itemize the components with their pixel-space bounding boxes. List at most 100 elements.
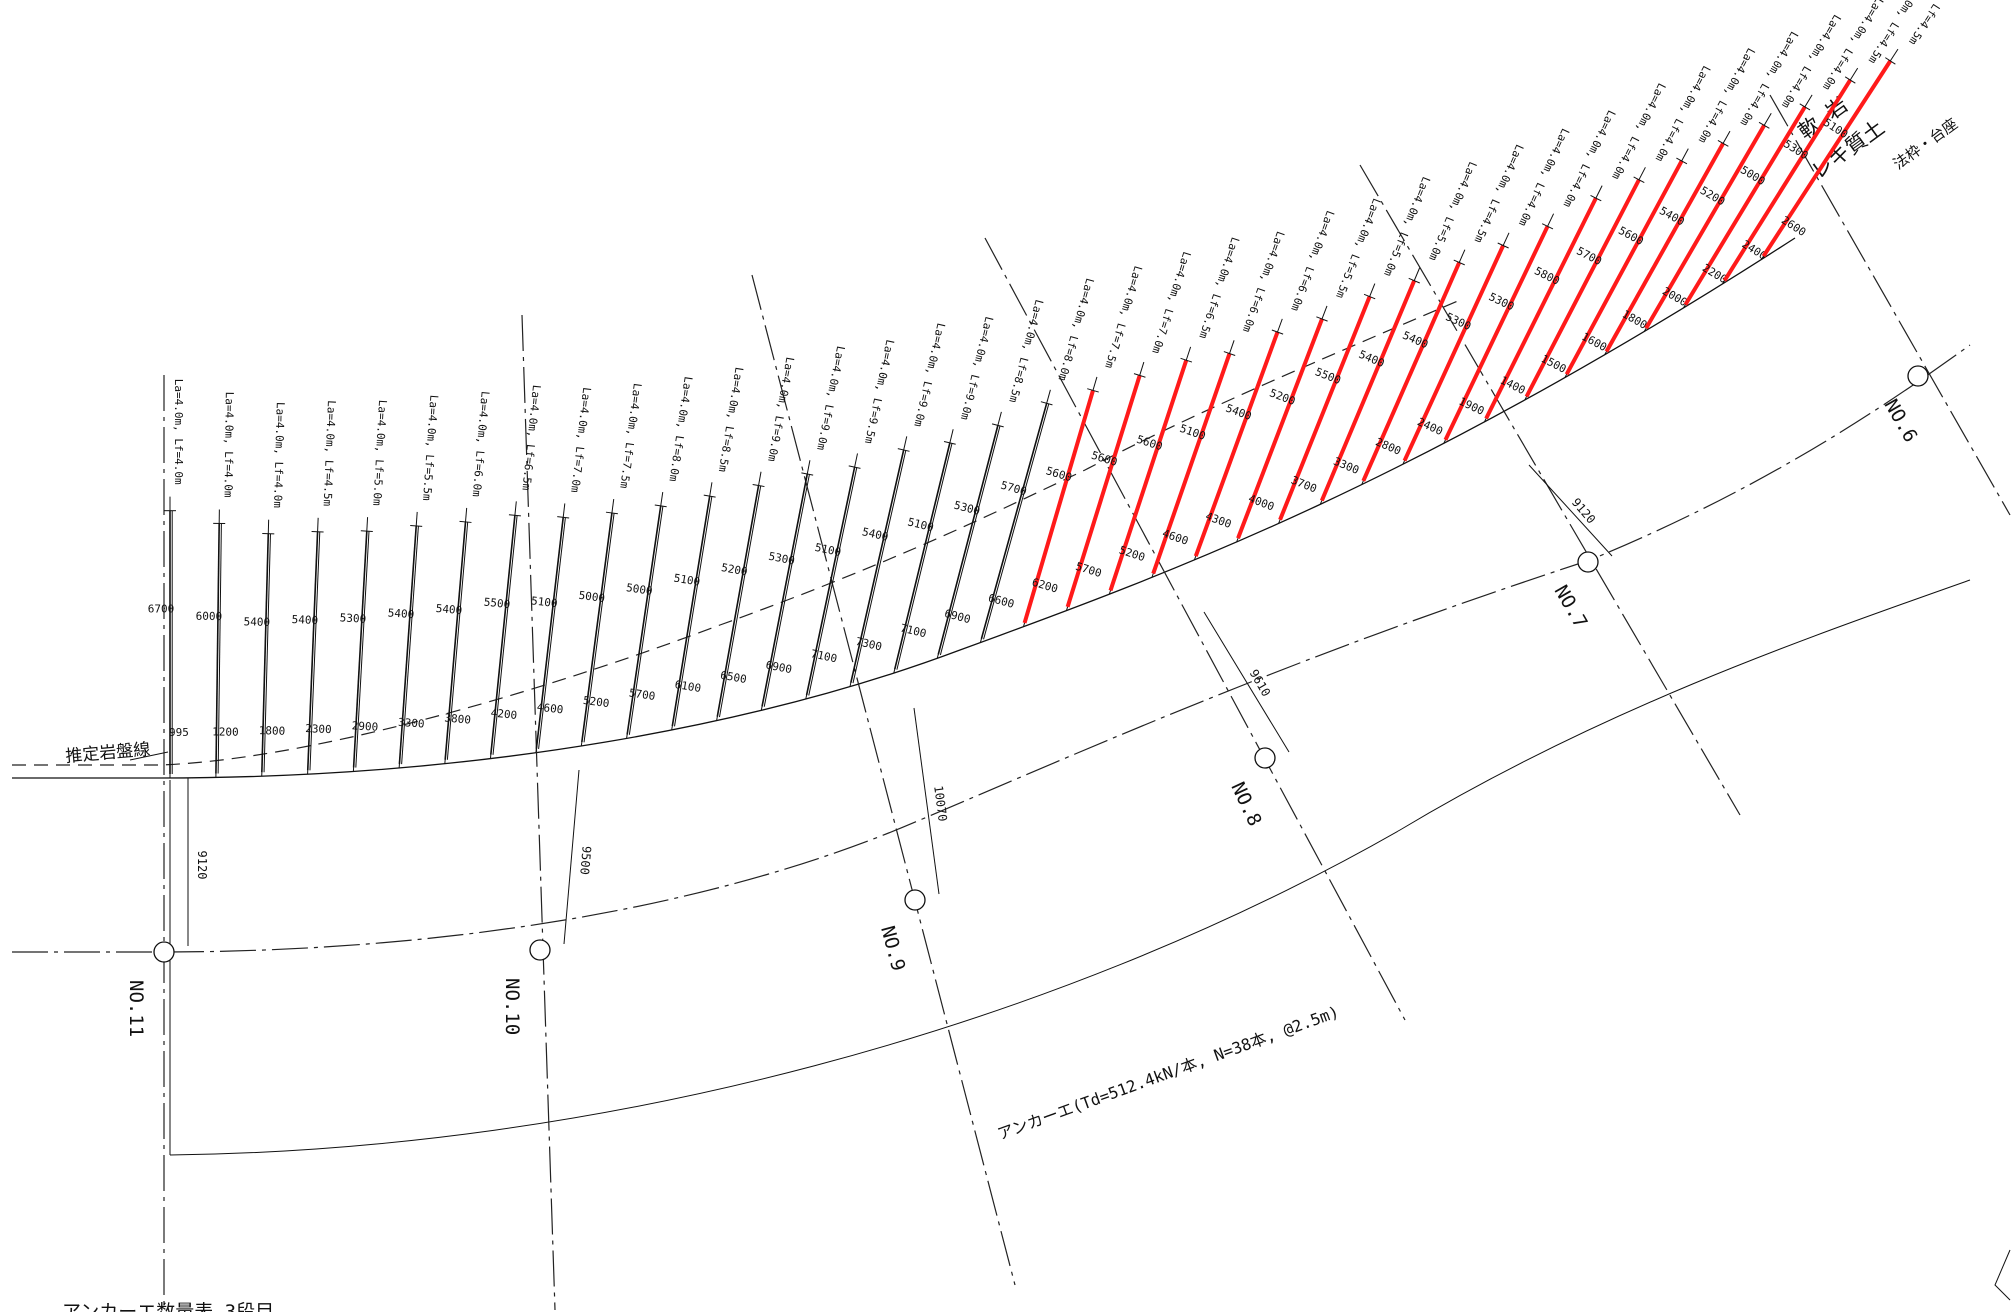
anchor-length: 6700 xyxy=(148,602,175,615)
anchor-end-tick xyxy=(1408,277,1420,284)
station-label: NO.6 xyxy=(1880,396,1922,447)
anchor-depth: 2400 xyxy=(1415,415,1445,438)
anchor-spec: La=4.0m, Lf=8.5m xyxy=(716,366,746,473)
anchor-bar-highlighted xyxy=(1151,352,1232,575)
anchor-bar xyxy=(398,525,418,765)
anchor-end-tick xyxy=(752,483,765,488)
anchor-length: 5300 xyxy=(953,499,982,518)
anchor: La=4.0m, Lf=5.0m 5300 2900 xyxy=(339,399,389,772)
anchor-length: 5000 xyxy=(1738,163,1767,188)
anchor-bar-highlighted xyxy=(1402,244,1505,462)
anchor-length: 5600 xyxy=(1616,224,1645,248)
anchor-depth: 2300 xyxy=(305,722,332,736)
anchor: La=4.0m, Lf=9.5m 5100 7100 xyxy=(805,338,896,700)
anchor-spec: La=4.0m, Lf=4.5m xyxy=(1906,0,1975,48)
anchor-bar-outline xyxy=(674,496,713,727)
station-line-no8 xyxy=(984,237,1406,1021)
anchor-end-tick xyxy=(1223,351,1236,356)
station-offset-line xyxy=(913,707,940,895)
anchor-spec: La=4.0m, Lf=4.0m xyxy=(222,392,236,498)
anchor-length: 5700 xyxy=(999,479,1028,499)
anchor-depth: 3300 xyxy=(398,716,425,731)
anchor-depth: 1800 xyxy=(259,724,286,738)
anchor-bar-outline xyxy=(628,506,664,735)
anchor-length: 5700 xyxy=(1574,244,1604,268)
station-label: NO.7 xyxy=(1550,582,1592,633)
anchor-bar-highlighted xyxy=(1108,359,1189,592)
anchor-end-tick xyxy=(1844,76,1856,84)
anchor-length: 5000 xyxy=(625,581,653,598)
anchor-spec: La=4.0m, Lf=5.5m xyxy=(1333,196,1383,300)
anchor-end-tick xyxy=(557,516,570,519)
anchor-length: 5200 xyxy=(1268,386,1297,408)
anchor-spec: La=4.0m, Lf=7.5m xyxy=(617,382,644,489)
station-line-no9 xyxy=(751,274,1016,1286)
anchor-depth: 1200 xyxy=(212,725,239,738)
anchor-length: 5400 xyxy=(387,606,414,621)
anchor-bar xyxy=(980,403,1048,639)
anchor-bar-highlighted xyxy=(1722,78,1852,282)
anchor-length: 5300 xyxy=(767,550,795,568)
anchor-end-tick xyxy=(360,530,373,532)
anchor-bar-outline xyxy=(217,523,222,774)
anchor-length: 5400 xyxy=(243,615,270,629)
anchor-spec: La=4.0m, Lf=6.0m xyxy=(1288,209,1337,313)
anchor-end-tick xyxy=(1633,176,1645,183)
anchor-bar xyxy=(626,505,662,735)
station-circle xyxy=(529,939,551,961)
anchor-end-tick xyxy=(654,504,667,508)
anchor-length: 5300 xyxy=(1444,310,1474,333)
anchor-bar-outline xyxy=(538,517,566,750)
anchor-length: 5400 xyxy=(1657,204,1686,228)
station-offset: 9500 xyxy=(577,845,593,875)
rock-line-leader xyxy=(129,751,169,761)
anchor-end-tick xyxy=(1040,401,1053,406)
anchor-bar xyxy=(805,466,856,696)
anchor-end-tick xyxy=(1453,259,1465,266)
anchor-depth: 6500 xyxy=(719,669,747,686)
corner-mark xyxy=(1994,1249,2011,1301)
anchor-length: 5800 xyxy=(1532,264,1562,287)
station-offset: 9120 xyxy=(1569,495,1598,526)
anchor-spec: La=4.0m, Lf=5.0m xyxy=(1381,175,1433,279)
anchor-bar xyxy=(671,495,711,727)
anchor-depth: 6100 xyxy=(674,678,702,695)
anchor-depth: 1400 xyxy=(1498,374,1528,397)
anchor-end-tick xyxy=(1363,293,1376,300)
anchor-bar-outline xyxy=(763,474,810,707)
anchor-spec: La=4.0m, Lf=4.0m xyxy=(1696,46,1758,146)
anchor-length: 5100 xyxy=(530,594,558,610)
anchor-bar-outline xyxy=(401,526,419,765)
anchor-end-tick xyxy=(991,423,1004,428)
anchor-depth: 1800 xyxy=(1620,308,1649,332)
anchor-spec: La=4.0m, Lf=7.0m xyxy=(1149,250,1193,355)
anchor-bar-outline xyxy=(896,443,953,670)
anchor-depth: 2400 xyxy=(1740,238,1769,263)
anchor-end-tick xyxy=(410,525,423,527)
anchor-spec: La=4.0m, Lf=6.5m xyxy=(1196,235,1242,340)
anchor-spec: La=4.0m, Lf=8.0m xyxy=(1055,277,1096,383)
slope-line xyxy=(12,237,1796,779)
station-line-no7 xyxy=(1359,164,1741,816)
slope-base-label: 法枠・台座 xyxy=(1890,115,1961,174)
anchor: La=4.0m, Lf=5.5m 5400 3300 xyxy=(387,394,440,768)
anchor-spec: La=4.0m, Lf=9.0m xyxy=(814,345,847,452)
anchor-bar-outline xyxy=(852,450,907,684)
rock-line xyxy=(12,299,1461,766)
anchor-spec: La=4.0m, Lf=7.0m xyxy=(568,386,593,493)
station-marker: NO.10 9500 xyxy=(501,769,594,1035)
anchor-depth: 2900 xyxy=(351,719,378,733)
anchor-spec: La=4.0m, Lf=4.0m xyxy=(271,402,287,509)
anchor-end-tick xyxy=(1087,388,1099,393)
station-line-no10 xyxy=(521,314,556,1311)
anchor-depth: 3300 xyxy=(1331,455,1360,477)
anchor-length: 5300 xyxy=(1487,290,1517,313)
anchor-bar-outline xyxy=(808,467,858,696)
anchor-depth: 7100 xyxy=(899,622,928,641)
anchor-depth: 3800 xyxy=(444,711,472,726)
anchor: La=4.0m, Lf=4.0m 5300 1900 xyxy=(1443,108,1618,444)
anchor-bar-highlighted xyxy=(1022,389,1095,624)
anchors-layer: La=4.0m, Lf=4.0m 6700 995 La=4.0m, Lf=4.0m 6… xyxy=(148,0,1975,778)
station-circle xyxy=(1907,365,1929,387)
